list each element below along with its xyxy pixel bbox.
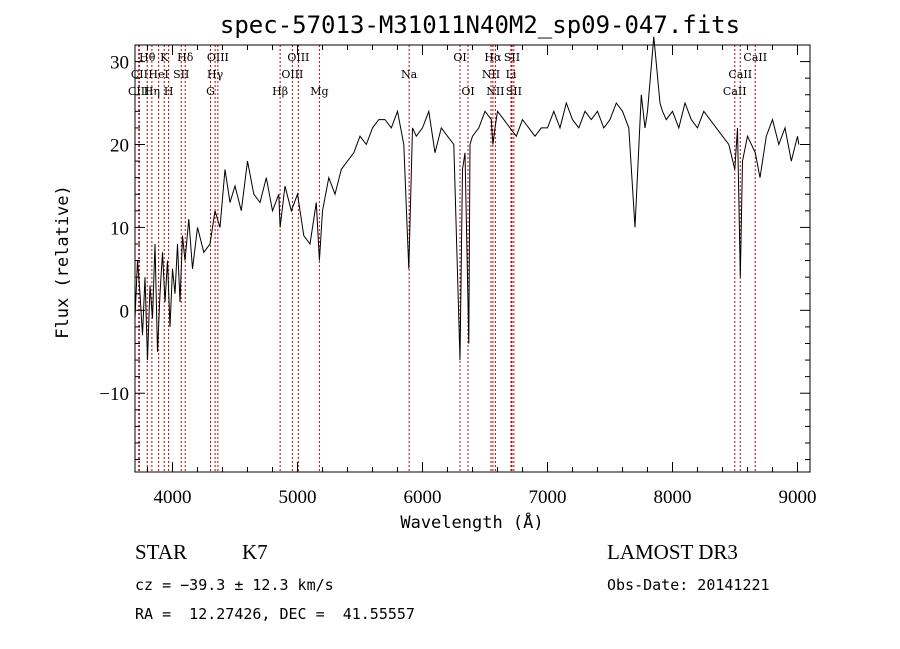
line-label: SII xyxy=(504,51,520,64)
y-axis-ticks: −10 0 10 20 30 xyxy=(99,44,810,461)
subclass-label: K7 xyxy=(242,540,268,564)
y-tick-label: 10 xyxy=(110,218,129,239)
line-label: NII xyxy=(486,85,504,98)
line-label: OIII xyxy=(287,51,309,64)
line-label: Hγ xyxy=(207,68,224,81)
x-tick-label: 9000 xyxy=(779,487,817,508)
line-label: Na xyxy=(401,68,418,81)
x-axis-label: Wavelength (Å) xyxy=(400,511,543,533)
line-label: G xyxy=(206,85,215,98)
x-tick-label: 8000 xyxy=(654,487,692,508)
line-label: HeI xyxy=(148,68,168,81)
x-tick-label: 7000 xyxy=(529,487,567,508)
line-label: SII xyxy=(173,68,189,81)
line-label: H xyxy=(164,85,174,98)
line-label: Hα xyxy=(484,51,502,64)
line-label: CaII xyxy=(743,51,767,64)
spectrum-line xyxy=(134,36,800,361)
survey-label: LAMOST DR3 xyxy=(607,540,738,564)
y-tick-label: 0 xyxy=(120,301,130,322)
x-tick-label: 6000 xyxy=(404,487,442,508)
emission-line-markers xyxy=(138,45,756,472)
chart-title: spec-57013-M31011N40M2_sp09-047.fits xyxy=(220,11,740,39)
line-label: CII xyxy=(131,68,148,81)
line-label: Li xyxy=(506,68,517,81)
class-label: STAR xyxy=(135,540,187,564)
y-tick-label: 20 xyxy=(110,135,129,156)
emission-line-labels: Hθ CII CIII K HeI Hη Hδ SII H OIII Hγ G OIII OIII Hβ Mg… xyxy=(128,51,767,98)
line-label: CaII xyxy=(723,85,747,98)
line-label: NII xyxy=(482,68,500,81)
y-axis-label: Flux (relative) xyxy=(53,185,73,339)
line-label: OI xyxy=(453,51,466,64)
line-label: K xyxy=(160,51,169,64)
line-label: SII xyxy=(506,85,522,98)
line-label: OIII xyxy=(207,51,229,64)
line-label: OIII xyxy=(281,68,303,81)
line-label: Hδ xyxy=(177,51,194,64)
obs-date-text: Obs-Date: 20141221 xyxy=(607,576,770,594)
line-label: Mg xyxy=(310,85,328,98)
line-label: CaII xyxy=(728,68,752,81)
x-tick-label: 4000 xyxy=(154,487,192,508)
coordinates-text: RA = 12.27426, DEC = 41.55557 xyxy=(135,605,415,623)
line-label: Hβ xyxy=(272,85,288,98)
x-axis-ticks: 4000 5000 6000 7000 8000 9000 xyxy=(147,45,817,508)
y-tick-label: 30 xyxy=(110,53,129,74)
line-label: OI xyxy=(461,85,474,98)
redshift-text: cz = −39.3 ± 12.3 km/s xyxy=(135,576,334,594)
line-label: Hθ xyxy=(139,51,156,64)
line-label: CIII xyxy=(128,85,149,98)
line-label: Hη xyxy=(144,85,160,98)
x-tick-label: 5000 xyxy=(279,487,317,508)
plot-frame xyxy=(134,44,811,473)
y-tick-label: −10 xyxy=(99,384,129,405)
